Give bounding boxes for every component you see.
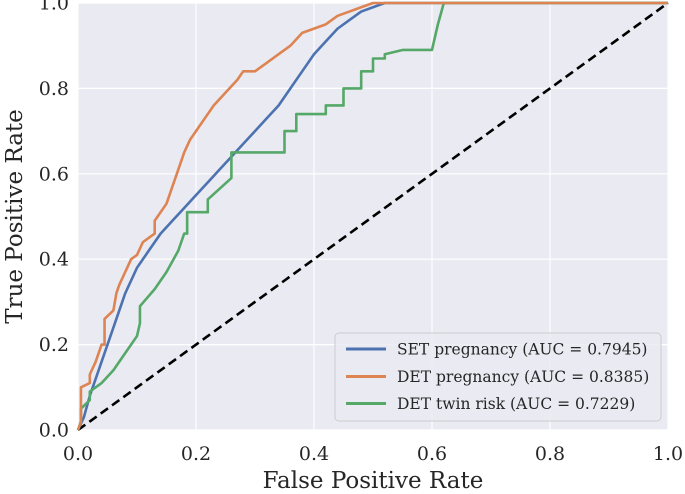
- legend-label-det: DET pregnancy (AUC = 0.8385): [397, 368, 649, 386]
- y-axis-label: True Positive Rate: [2, 109, 28, 324]
- legend-label-set: SET pregnancy (AUC = 0.7945): [397, 341, 647, 359]
- det-pregnancy-curve: [76, 1, 668, 431]
- x-tick-label: 0.0: [63, 443, 93, 465]
- x-tick-label: 0.2: [181, 443, 211, 465]
- x-tick-label: 0.8: [535, 443, 565, 465]
- y-tick-label: 0.0: [39, 420, 69, 442]
- legend-box: [334, 332, 662, 422]
- x-axis-label: False Positive Rate: [263, 468, 484, 494]
- y-tick-label: 0.6: [39, 163, 69, 185]
- det-twin-risk-curve: [76, 1, 668, 431]
- x-tick-labels: 0.0 0.2 0.4 0.6 0.8 1.0: [63, 443, 683, 465]
- grid-lines: [77, 2, 669, 431]
- y-tick-label: 0.2: [39, 334, 69, 356]
- y-tick-labels: 0.0 0.2 0.4 0.6 0.8 1.0: [39, 0, 69, 442]
- chance-diagonal: [77, 1, 669, 432]
- y-tick-label: 0.4: [39, 249, 69, 271]
- legend-label-twin: DET twin risk (AUC = 0.7229): [397, 395, 635, 413]
- x-tick-label: 0.6: [417, 443, 447, 465]
- x-tick-label: 0.4: [299, 443, 329, 465]
- y-tick-label: 1.0: [39, 0, 69, 15]
- x-tick-label: 1.0: [653, 443, 683, 465]
- y-tick-label: 0.8: [39, 78, 69, 100]
- legend: SET pregnancy (AUC = 0.7945) DET pregnan…: [334, 332, 662, 422]
- roc-curves: [76, 1, 669, 432]
